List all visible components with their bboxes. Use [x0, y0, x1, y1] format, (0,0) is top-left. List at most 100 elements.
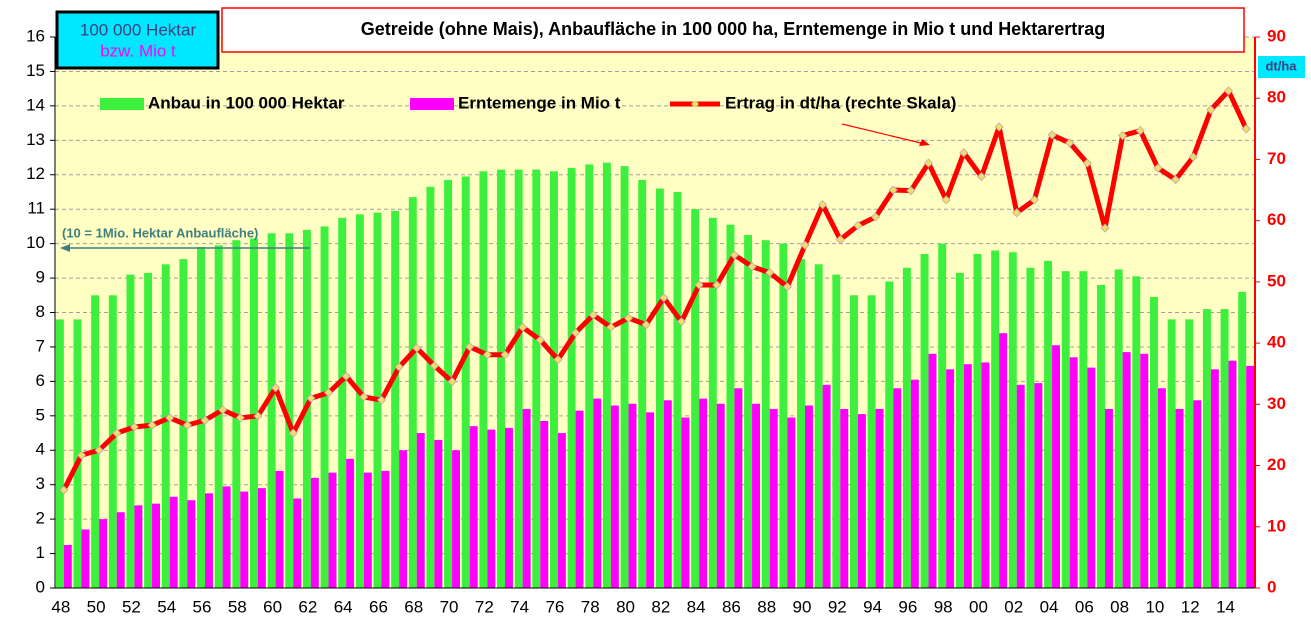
line-marker: [765, 268, 775, 278]
bar: [716, 403, 725, 588]
line-marker: [641, 320, 651, 330]
bar: [893, 388, 902, 588]
line-marker: [818, 200, 828, 210]
line-marker: [535, 335, 545, 345]
x-tick-label: 54: [157, 597, 176, 616]
bar: [1052, 345, 1060, 588]
bar: [169, 496, 178, 588]
bar: [822, 384, 831, 588]
line-marker: [306, 393, 316, 403]
bar: [1193, 400, 1202, 588]
y-tick-label: 14: [26, 95, 45, 114]
x-tick-label: 10: [1145, 597, 1164, 616]
y-tick-label: 13: [26, 130, 45, 149]
bar: [1175, 408, 1184, 588]
line-marker: [800, 240, 810, 250]
bar: [355, 214, 364, 588]
y-axis-label-sub: bzw. Mio t: [100, 41, 176, 60]
line-marker: [1118, 131, 1128, 141]
line-marker: [1012, 208, 1022, 218]
x-tick-label: 04: [1040, 597, 1059, 616]
line-marker: [394, 362, 404, 372]
line-marker: [1223, 86, 1234, 96]
bar: [222, 486, 231, 588]
line-marker: [835, 235, 845, 245]
bar: [444, 179, 453, 588]
bar: [557, 433, 566, 588]
x-tick-label: 14: [1216, 597, 1235, 616]
bar: [1167, 319, 1176, 588]
x-tick-label: 86: [722, 597, 741, 616]
bar: [1079, 271, 1088, 588]
bar: [1185, 319, 1194, 588]
line-marker: [376, 395, 387, 405]
x-tick-label: 58: [228, 597, 247, 616]
line-marker: [694, 280, 704, 290]
bar: [505, 427, 513, 588]
bar: [522, 408, 531, 588]
bar: [532, 169, 541, 588]
x-tick-label: 68: [404, 597, 423, 616]
line-marker: [1206, 105, 1216, 115]
line-marker: [500, 350, 510, 360]
line-marker: [182, 420, 192, 430]
line-marker: [712, 280, 722, 290]
y2-tick-label: 30: [1267, 394, 1286, 413]
bar: [655, 188, 664, 588]
bar: [1157, 388, 1166, 588]
bar: [885, 281, 894, 588]
legend-label: Anbau in 100 000 Hektar: [148, 93, 345, 112]
bar: [461, 176, 470, 589]
bar: [550, 171, 558, 588]
legend-arrowhead: [919, 139, 930, 146]
title-box: [221, 7, 1245, 53]
line-marker: [1241, 124, 1251, 134]
annotation-arrowhead: [60, 244, 70, 252]
legend-swatch: [100, 98, 144, 110]
bar: [1122, 352, 1131, 588]
x-tick-label: 72: [475, 597, 494, 616]
bar: [867, 295, 876, 588]
bar: [399, 450, 408, 588]
x-tick-label: 98: [934, 597, 953, 616]
bar: [434, 439, 443, 588]
y-tick-label: 6: [36, 371, 45, 390]
x-tick-label: 50: [87, 597, 106, 616]
x-tick-label: 52: [122, 597, 141, 616]
y-tick-label: 1: [36, 543, 45, 562]
line-marker: [341, 371, 351, 381]
bar: [769, 408, 778, 588]
y-tick-label: 8: [36, 302, 45, 321]
bar: [257, 488, 266, 588]
bar: [938, 243, 947, 588]
line-marker: [112, 428, 122, 438]
bar: [699, 398, 708, 588]
line-marker: [553, 355, 563, 365]
bar: [681, 417, 690, 588]
y-tick-label: 11: [27, 199, 45, 218]
line-marker: [571, 328, 581, 338]
bar: [126, 274, 135, 588]
line-marker: [994, 122, 1004, 132]
bar: [797, 259, 805, 588]
line-marker: [59, 485, 69, 495]
line-marker: [676, 317, 687, 327]
y2-axis-label: dt/ha: [1265, 58, 1297, 73]
line-marker: [465, 342, 475, 352]
bar: [381, 470, 390, 588]
bar: [708, 217, 717, 588]
y-tick-label: 12: [26, 164, 45, 183]
bar: [99, 519, 108, 588]
bar: [1097, 284, 1105, 588]
bar: [320, 226, 329, 588]
x-tick-label: 02: [1004, 597, 1023, 616]
line-marker: [623, 313, 634, 323]
line-marker: [871, 212, 881, 222]
line-marker: [1082, 158, 1092, 168]
x-tick-label: 80: [616, 597, 635, 616]
y2-tick-label: 0: [1267, 577, 1276, 596]
bar: [726, 224, 735, 588]
bar: [285, 233, 294, 588]
x-tick-label: 94: [863, 597, 882, 616]
line-marker: [923, 158, 934, 168]
